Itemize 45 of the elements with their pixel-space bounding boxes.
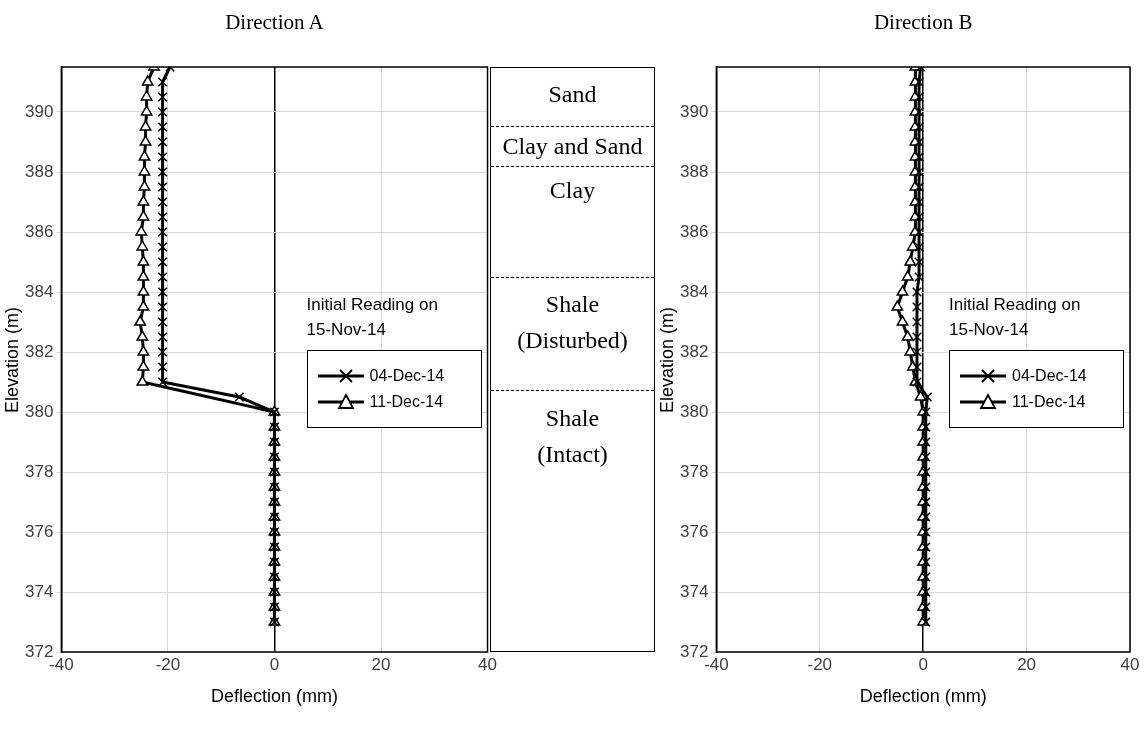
x-tick-label: 40	[1120, 654, 1140, 674]
x-tick-label: -20	[155, 654, 181, 674]
y-tick-label: 374	[679, 581, 709, 601]
x-tick-label: 20	[1017, 654, 1037, 674]
x-tick-label: 20	[371, 654, 391, 674]
x-tick-label: 0	[269, 654, 280, 674]
y-axis-title: Elevation (m)	[1, 306, 23, 413]
chart-title: Direction A	[224, 10, 325, 35]
y-tick-label: 384	[24, 281, 54, 301]
legend-label: 04-Dec-14	[1011, 366, 1087, 385]
y-tick-label: 380	[679, 401, 709, 421]
y-tick-label: 390	[24, 101, 54, 121]
x-axis-title: Deflection (mm)	[859, 686, 987, 707]
y-tick-label: 388	[24, 161, 54, 181]
legend-label: 11-Dec-14	[1011, 392, 1086, 411]
y-tick-label: 386	[679, 221, 709, 241]
y-tick-label: 388	[679, 161, 709, 181]
x-axis-title: Deflection (mm)	[210, 686, 338, 707]
legend-label: 11-Dec-14	[369, 392, 444, 411]
chart-title: Direction B	[872, 10, 974, 35]
y-tick-label: 382	[679, 341, 709, 361]
y-tick-label: 372	[679, 641, 709, 661]
y-tick-label: 378	[679, 461, 709, 481]
text: Initial Reading on 15-Nov-14	[948, 294, 1081, 339]
text: Sand	[547, 80, 598, 109]
text: Initial Reading on 15-Nov-14	[306, 294, 438, 339]
y-tick-label: 374	[24, 581, 54, 601]
text: Clay and Sand	[501, 132, 644, 161]
y-axis-title: Elevation (m)	[656, 306, 678, 413]
text: Shale (Disturbed)	[516, 290, 629, 355]
y-tick-label: 376	[24, 521, 54, 541]
text: Clay	[548, 176, 597, 205]
y-tick-label: 376	[679, 521, 709, 541]
y-tick-label: 382	[24, 341, 54, 361]
x-tick-label: -20	[807, 654, 833, 674]
x-tick-label: 40	[478, 654, 498, 674]
y-tick-label: 372	[24, 641, 54, 661]
x-tick-label: 0	[918, 654, 928, 674]
text: Shale (Intact)	[536, 404, 609, 469]
y-tick-label: 378	[24, 461, 54, 481]
y-tick-label: 384	[679, 281, 709, 301]
legend-label: 04-Dec-14	[369, 366, 445, 385]
y-tick-label: 390	[679, 101, 709, 121]
y-tick-label: 380	[24, 401, 54, 421]
y-tick-label: 386	[24, 221, 54, 241]
